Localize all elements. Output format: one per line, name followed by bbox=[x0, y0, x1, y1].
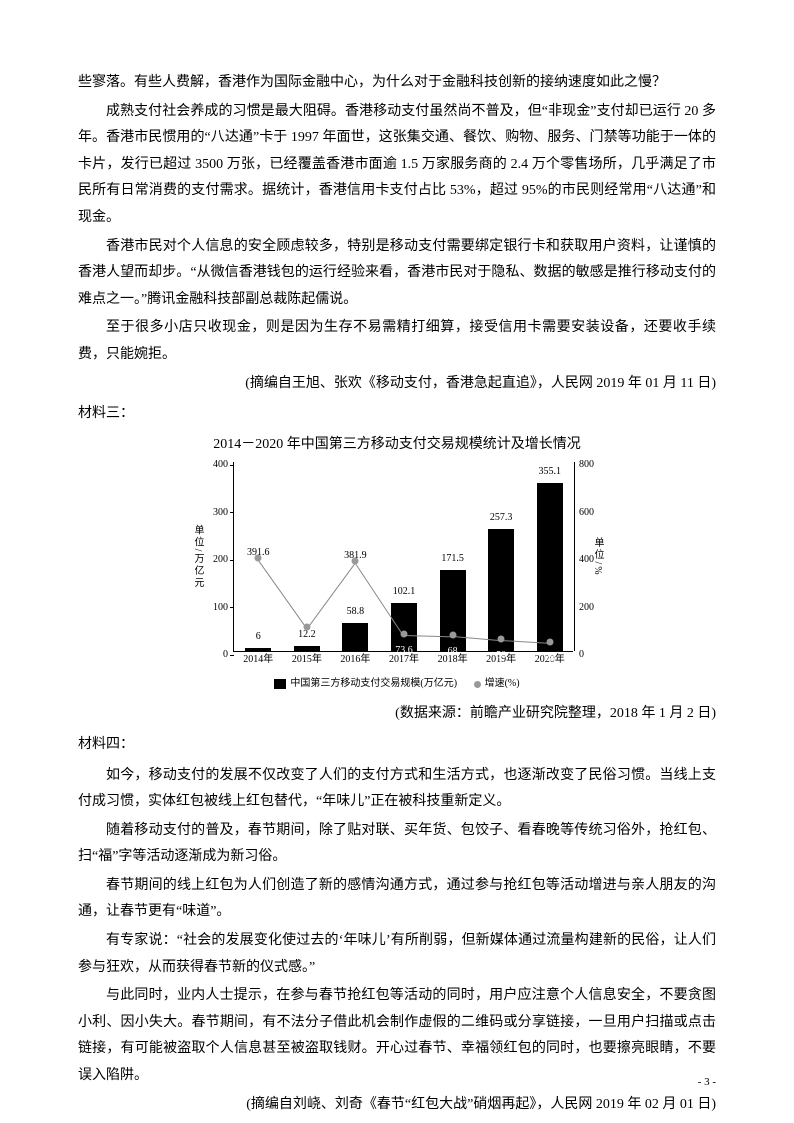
xtick-label: 2016年 bbox=[332, 650, 378, 669]
section-label: 材料三： bbox=[78, 401, 716, 428]
citation: (摘编自王旭、张欢《移动支付，香港急起直追》，人民网 2019 年 01 月 1… bbox=[78, 371, 716, 398]
chart-line-marker bbox=[401, 630, 408, 637]
paragraph: 春节期间的线上红包为人们创造了新的感情沟通方式，通过参与抢红包等活动增进与亲人朋… bbox=[78, 873, 716, 926]
legend-label-bar: 中国第三方移动支付交易规模(万亿元) bbox=[290, 678, 457, 689]
paragraph: 与此同时，业内人士提示，在参与春节抢红包等活动的同时，用户应注意个人信息安全，不… bbox=[78, 983, 716, 1089]
page-number: - 3 - bbox=[698, 1072, 716, 1093]
chart-bar bbox=[342, 623, 368, 651]
citation: (数据来源：前瞻产业研究院整理，2018 年 1 月 2 日) bbox=[78, 701, 716, 728]
chart-legend: 中国第三方移动支付交易规模(万亿元) 增速(%) bbox=[187, 674, 607, 693]
ytick-left: 400 bbox=[198, 455, 228, 474]
paragraph: 至于很多小店只收现金，则是因为生存不易需精打细算，接受信用卡需要安装设备，还要收… bbox=[78, 315, 716, 368]
legend-swatch-bar bbox=[274, 679, 286, 689]
paragraph: 成熟支付社会养成的习惯是最大阻碍。香港移动支付虽然尚不普及，但“非现金”支付却已… bbox=[78, 99, 716, 232]
chart-line-marker bbox=[546, 639, 553, 646]
ytick-right: 600 bbox=[579, 503, 607, 522]
legend-swatch-dot bbox=[474, 681, 481, 688]
ytick-left: 200 bbox=[198, 550, 228, 569]
line-value-label: 103.5 bbox=[289, 634, 325, 653]
chart-bar bbox=[440, 570, 466, 651]
xtick-label: 2015年 bbox=[284, 650, 330, 669]
paragraph: 有专家说：“社会的发展变化使过去的‘年味儿’有所削弱，但新媒体通过流量构建新的民… bbox=[78, 928, 716, 981]
xtick-label: 2014年 bbox=[235, 650, 281, 669]
ytick-right: 200 bbox=[579, 598, 607, 617]
paragraph: 随着移动支付的普及，春节期间，除了贴对联、买年货、包饺子、看春晚等传统习俗外，抢… bbox=[78, 818, 716, 871]
bar-value-label: 102.1 bbox=[384, 582, 424, 601]
legend-label-line: 增速(%) bbox=[485, 678, 520, 689]
paragraph: 些寥落。有些人费解，香港作为国际金融中心，为什么对于金融科技创新的接纳速度如此之… bbox=[78, 70, 716, 97]
ytick-left: 300 bbox=[198, 503, 228, 522]
ytick-left: 100 bbox=[198, 598, 228, 617]
paragraph: 香港市民对个人信息的安全顾虑较多，特别是移动支付需要绑定银行卡和获取用户资料，让… bbox=[78, 234, 716, 314]
line-value-label: 68 bbox=[435, 642, 471, 661]
line-value-label: 50 bbox=[483, 646, 519, 665]
citation: (摘编自刘峣、刘奇《春节“红包大战”硝烟再起》，人民网 2019 年 02 月 … bbox=[78, 1092, 716, 1119]
chart-line-segment bbox=[257, 559, 306, 628]
line-value-label: 73.6 bbox=[386, 641, 422, 660]
chart-line-marker bbox=[303, 623, 310, 630]
bar-value-label: 257.3 bbox=[481, 508, 521, 527]
chart-plot: 单位/万亿元 单位/% 0100200300400020040060080062… bbox=[233, 462, 573, 652]
section-label: 材料四： bbox=[78, 732, 716, 759]
chart-bar bbox=[488, 529, 514, 651]
chart-line-marker bbox=[449, 632, 456, 639]
paragraph: 如今，移动支付的发展不仅改变了人们的支付方式和生活方式，也逐渐改变了民俗习惯。当… bbox=[78, 763, 716, 816]
chart-line-marker bbox=[498, 636, 505, 643]
bar-value-label: 355.1 bbox=[530, 462, 570, 481]
line-value-label: 381.9 bbox=[337, 546, 373, 565]
chart-container: 单位/万亿元 单位/% 0100200300400020040060080062… bbox=[187, 462, 607, 693]
ytick-right: 400 bbox=[579, 550, 607, 569]
ytick-right: 800 bbox=[579, 455, 607, 474]
bar-value-label: 6 bbox=[238, 627, 278, 646]
chart-title: 2014－2020 年中国第三方移动支付交易规模统计及增长情况 bbox=[78, 432, 716, 459]
ytick-left: 0 bbox=[198, 645, 228, 664]
line-value-label: 391.6 bbox=[240, 543, 276, 562]
bar-value-label: 171.5 bbox=[433, 549, 473, 568]
line-value-label: 38 bbox=[532, 649, 568, 668]
bar-value-label: 58.8 bbox=[335, 602, 375, 621]
chart-bar bbox=[537, 483, 563, 652]
ytick-right: 0 bbox=[579, 645, 607, 664]
